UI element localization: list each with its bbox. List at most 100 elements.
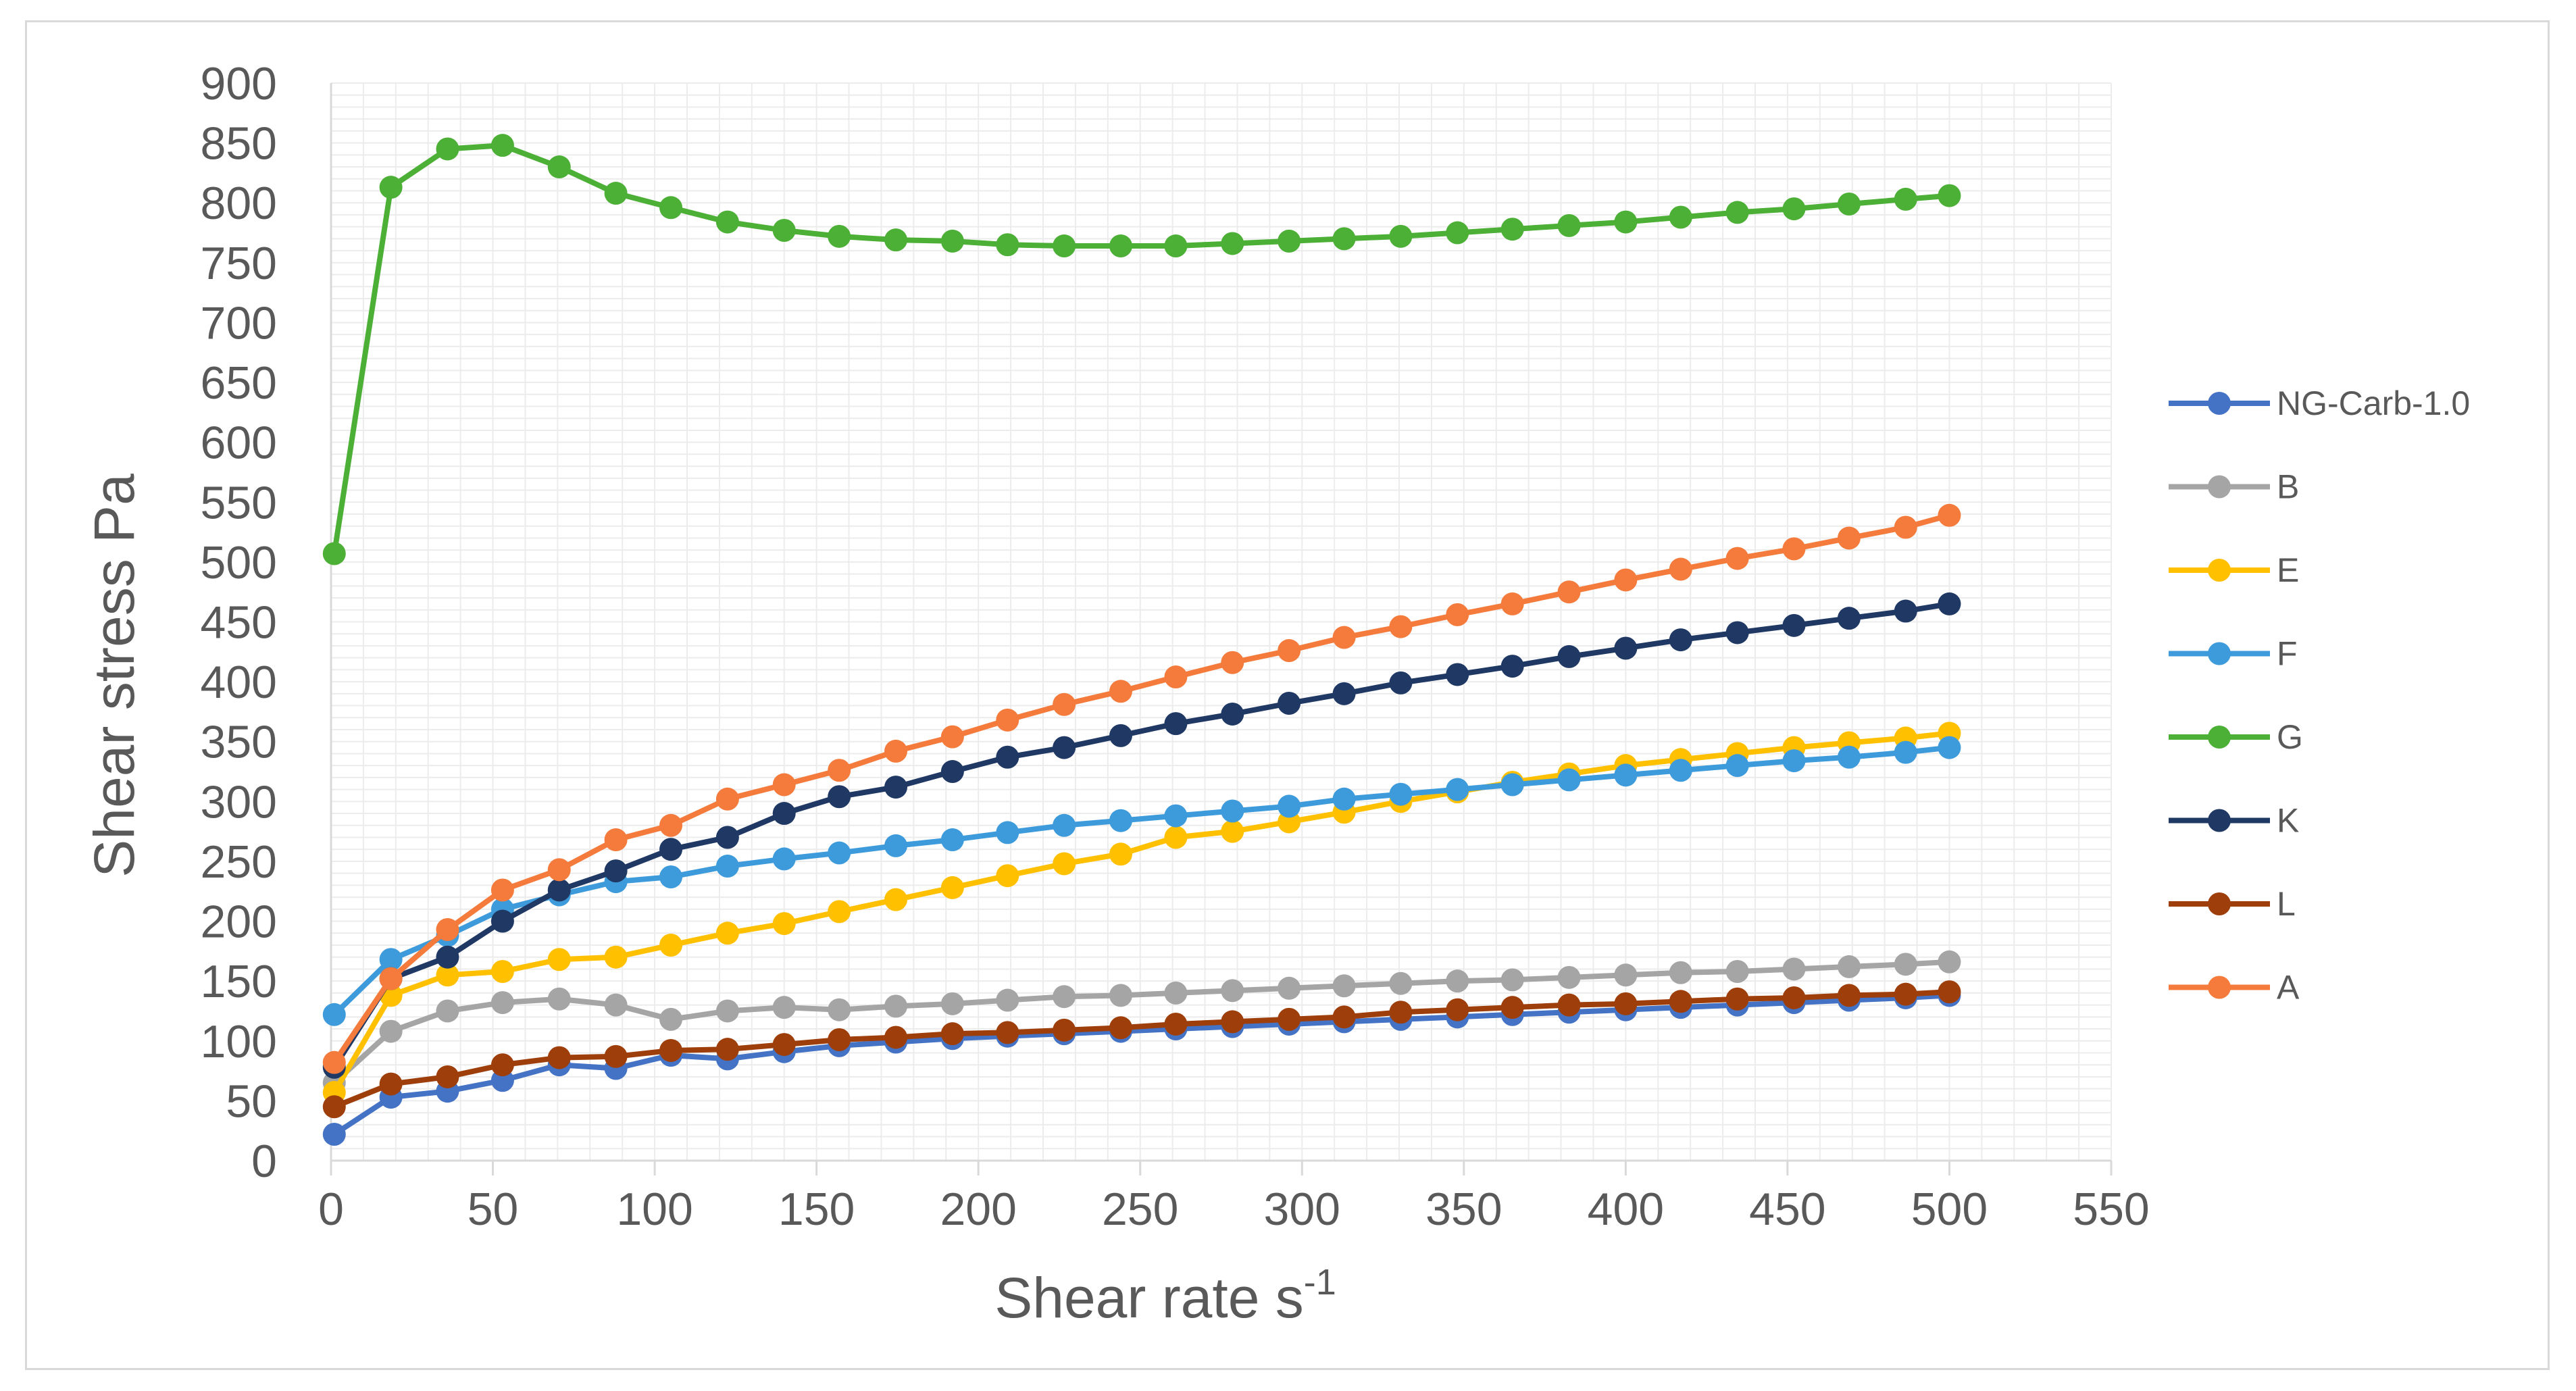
data-point: [547, 858, 571, 882]
data-point: [1557, 580, 1581, 604]
data-point: [1278, 976, 1301, 1000]
data-point: [940, 760, 964, 784]
data-point: [490, 1053, 514, 1077]
series-B: [322, 950, 1961, 1094]
data-point: [1221, 979, 1244, 1003]
legend-label: L: [2277, 885, 2296, 923]
data-point: [490, 909, 514, 933]
y-tick-label: 650: [201, 357, 277, 409]
data-point: [1278, 692, 1301, 715]
data-point: [1053, 1018, 1076, 1042]
legend-item: NG-Carb-1.0: [2169, 384, 2470, 422]
data-point: [884, 739, 908, 763]
data-point: [715, 787, 739, 811]
data-point: [1278, 229, 1301, 253]
data-point: [715, 1038, 739, 1061]
x-tick-label: 0: [318, 1184, 344, 1235]
data-point: [490, 878, 514, 902]
data-point: [1446, 969, 1469, 993]
data-point: [1894, 740, 1917, 764]
x-axis-title: Shear rate s-1: [994, 1262, 1336, 1330]
data-point: [828, 759, 851, 782]
data-point: [547, 987, 571, 1011]
series-F: [322, 736, 1961, 1026]
data-point: [436, 945, 459, 969]
data-point: [1669, 961, 1692, 984]
data-point: [1164, 234, 1188, 258]
data-point: [604, 993, 628, 1017]
data-point: [322, 1095, 346, 1119]
data-point: [1389, 1001, 1413, 1024]
data-point: [1221, 232, 1244, 255]
legend-swatch-marker: [2208, 809, 2231, 832]
x-tick-label: 150: [778, 1184, 855, 1235]
data-point: [1782, 749, 1806, 773]
series-line: [333, 989, 1950, 1109]
data-point: [604, 182, 628, 205]
data-point: [715, 210, 739, 234]
y-tick-label: 0: [251, 1136, 277, 1187]
series-G: [322, 134, 1961, 565]
x-tick-label: 400: [1588, 1184, 1664, 1235]
data-point: [996, 1021, 1019, 1044]
data-point: [1500, 968, 1524, 992]
data-point: [436, 963, 459, 987]
data-point: [1446, 603, 1469, 626]
data-point: [1669, 759, 1692, 782]
data-point: [1782, 197, 1806, 221]
data-point: [828, 785, 851, 809]
data-point: [940, 1022, 964, 1046]
data-point: [1557, 768, 1581, 792]
data-point: [1446, 663, 1469, 686]
data-point: [940, 229, 964, 253]
data-point: [1053, 813, 1076, 837]
data-point: [379, 176, 403, 199]
data-point: [1938, 184, 1961, 207]
data-point: [1109, 680, 1132, 703]
x-tick-label: 100: [616, 1184, 692, 1235]
data-point: [1782, 613, 1806, 637]
data-point: [1669, 205, 1692, 229]
data-point: [322, 1123, 346, 1146]
data-point: [1221, 702, 1244, 726]
data-point: [659, 813, 683, 837]
data-point: [1500, 996, 1524, 1019]
x-tick-label: 300: [1264, 1184, 1340, 1235]
data-point: [1557, 213, 1581, 237]
series-line: [332, 730, 1950, 1094]
data-point: [547, 948, 571, 971]
data-point: [772, 773, 796, 796]
y-tick-label: 200: [201, 896, 277, 948]
series-K: [322, 592, 1961, 1079]
y-tick-label: 450: [201, 597, 277, 649]
data-point: [322, 1051, 346, 1074]
data-point: [940, 992, 964, 1015]
data-point: [1614, 963, 1638, 987]
data-point: [547, 878, 571, 902]
data-point: [1894, 187, 1917, 211]
data-point: [547, 155, 571, 179]
data-point: [1500, 218, 1524, 241]
data-point: [1278, 794, 1301, 818]
data-point: [1332, 1005, 1356, 1029]
data-point: [996, 864, 1019, 888]
data-point: [1837, 526, 1861, 550]
data-point: [1164, 665, 1188, 689]
data-point: [1221, 1010, 1244, 1034]
y-tick-label: 600: [201, 418, 277, 469]
data-point: [1389, 971, 1413, 995]
legend-item: K: [2169, 802, 2299, 840]
data-point: [322, 1003, 346, 1026]
legend-swatch-marker: [2208, 976, 2231, 999]
data-point: [1053, 852, 1076, 876]
data-point: [828, 841, 851, 865]
data-point: [436, 917, 459, 941]
data-point: [1389, 782, 1413, 806]
legend-swatch-marker: [2208, 642, 2231, 665]
series-layer: [322, 134, 1961, 1146]
data-point: [1389, 224, 1413, 248]
legend-item: E: [2169, 551, 2299, 589]
data-point: [1332, 787, 1356, 811]
x-tick-label: 250: [1102, 1184, 1178, 1235]
y-tick-label: 500: [201, 537, 277, 588]
